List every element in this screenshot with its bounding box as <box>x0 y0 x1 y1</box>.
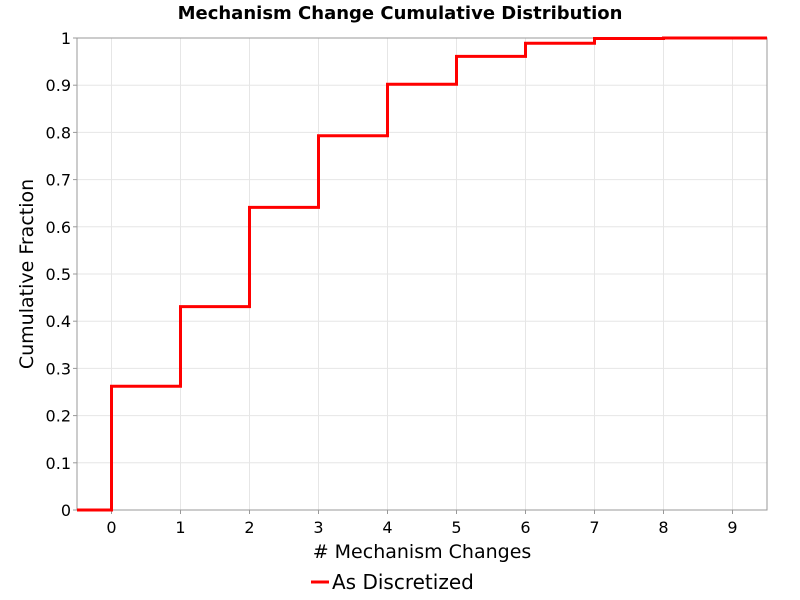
y-tick-label: 0.1 <box>46 454 71 473</box>
y-tick-label: 0.7 <box>46 171 71 190</box>
y-tick-label: 0.2 <box>46 407 71 426</box>
x-tick-label: 2 <box>244 518 254 537</box>
y-tick-label: 0.9 <box>46 76 71 95</box>
x-tick-label: 4 <box>382 518 392 537</box>
y-axis-label: Cumulative Fraction <box>16 179 38 369</box>
grid-layer <box>77 37 767 511</box>
x-axis-label: # Mechanism Changes <box>313 541 532 563</box>
series-layer <box>77 36 767 512</box>
legend-label: As Discretized <box>332 570 474 594</box>
y-tick-label: 0.5 <box>46 265 71 284</box>
x-tick-label: 7 <box>589 518 599 537</box>
legend: As Discretized <box>311 570 474 594</box>
chart-title: Mechanism Change Cumulative Distribution <box>178 3 623 24</box>
y-tick-label: 0 <box>61 501 71 520</box>
x-tick-label: 8 <box>658 518 668 537</box>
x-tick-label: 6 <box>520 518 530 537</box>
tick-layer: 0 0.1 0.2 0.3 0.4 0.5 0.6 0.7 0.8 0.9 1 0 1 2 3 4 5 6 7 8 9 <box>46 29 738 537</box>
x-tick-label: 5 <box>451 518 461 537</box>
x-tick-label: 9 <box>727 518 737 537</box>
y-tick-label: 0.6 <box>46 218 71 237</box>
y-tick-label: 0.8 <box>46 123 71 142</box>
x-tick-label: 0 <box>106 518 116 537</box>
y-tick-label: 0.4 <box>46 312 71 331</box>
y-tick-label: 1 <box>61 29 71 48</box>
x-tick-label: 3 <box>313 518 323 537</box>
y-tick-label: 0.3 <box>46 359 71 378</box>
series-line-0 <box>77 36 767 512</box>
x-tick-label: 1 <box>175 518 185 537</box>
